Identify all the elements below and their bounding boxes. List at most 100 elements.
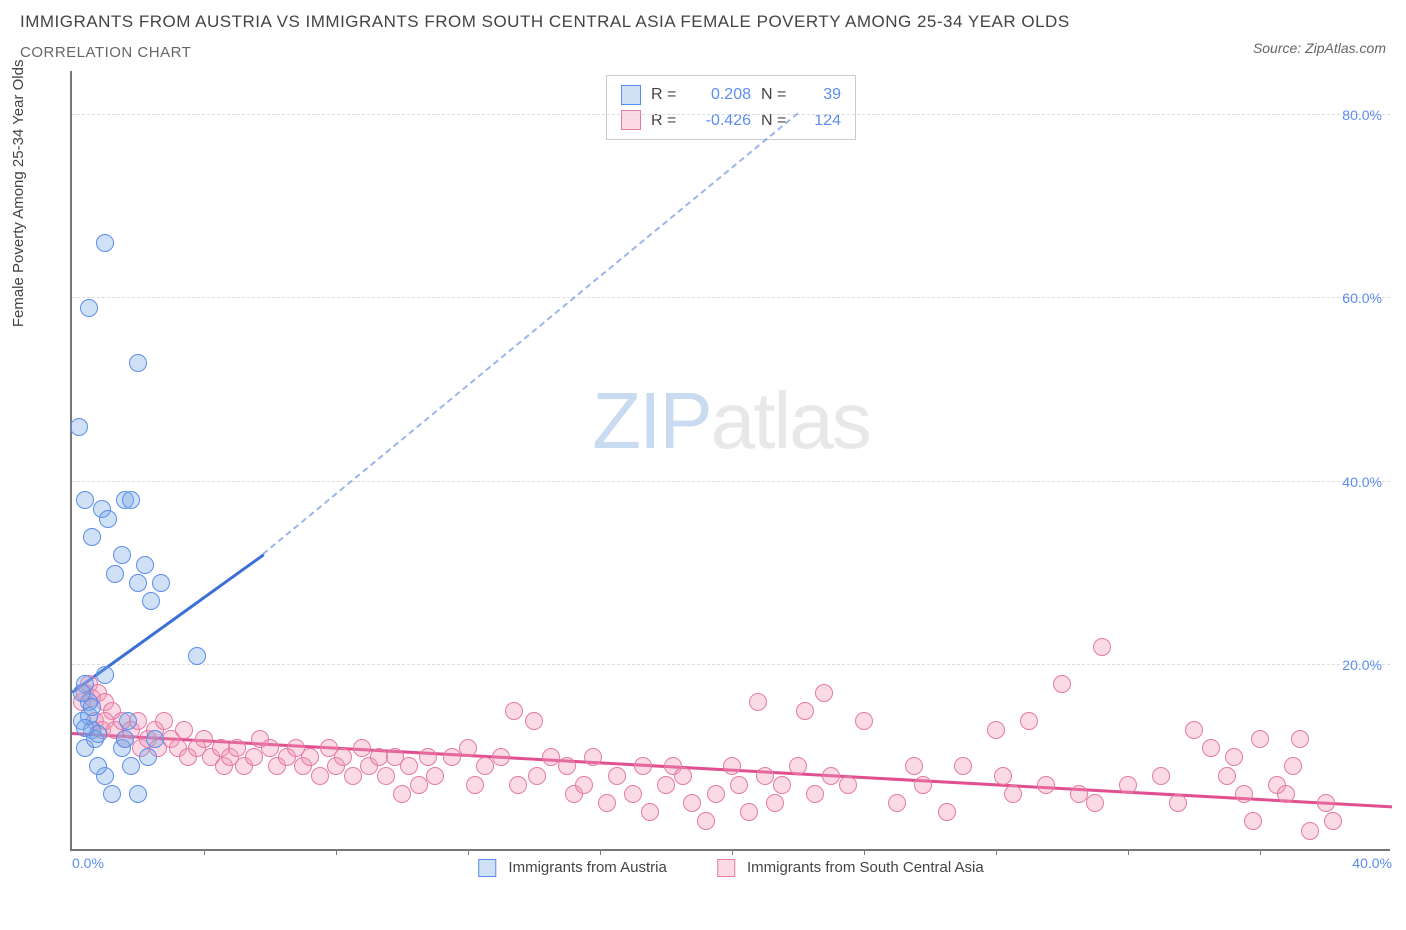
data-point [525,712,543,730]
y-tick-label: 20.0% [1342,657,1382,673]
data-point [76,719,94,737]
chart-subtitle: CORRELATION CHART [20,44,1070,61]
data-point [1185,721,1203,739]
data-point [1020,712,1038,730]
data-point [1284,757,1302,775]
data-point [155,712,173,730]
data-point [195,730,213,748]
data-point [634,757,652,775]
data-point [492,748,510,766]
data-point [749,693,767,711]
data-point [608,767,626,785]
data-point [542,748,560,766]
x-tick-mark [996,849,997,855]
data-point [624,785,642,803]
data-point [459,739,477,757]
data-point [723,757,741,775]
data-point [987,721,1005,739]
data-point [1004,785,1022,803]
data-point [400,757,418,775]
data-point [301,748,319,766]
legend-label-austria: Immigrants from Austria [508,859,666,876]
data-point [426,767,444,785]
gridline [72,481,1390,482]
data-point [509,776,527,794]
data-point [188,647,206,665]
data-point [674,767,692,785]
gridline [72,664,1390,665]
data-point [129,574,147,592]
data-point [1324,812,1342,830]
n-label: N = [761,82,791,108]
data-point [103,785,121,803]
data-point [136,556,154,574]
data-point [839,776,857,794]
data-point [1277,785,1295,803]
data-point [914,776,932,794]
n-value-austria: 39 [801,82,841,108]
data-point [73,684,91,702]
chart-area: Female Poverty Among 25-34 Year Olds ZIP… [20,71,1386,851]
data-point [122,757,140,775]
x-tick-label: 0.0% [72,855,104,871]
plot-area: ZIPatlas R = 0.208 N = 39 R = -0.426 N =… [70,71,1390,851]
data-point [129,785,147,803]
r-label: R = [651,82,681,108]
trendline-extrapolated [263,113,799,555]
data-point [113,546,131,564]
data-point [1169,794,1187,812]
data-point [806,785,824,803]
stats-row-scasia: R = -0.426 N = 124 [621,108,841,134]
data-point [142,592,160,610]
data-point [476,757,494,775]
data-point [122,491,140,509]
x-tick-mark [732,849,733,855]
data-point [766,794,784,812]
x-tick-mark [1260,849,1261,855]
x-tick-mark [204,849,205,855]
data-point [1291,730,1309,748]
data-point [855,712,873,730]
data-point [558,757,576,775]
watermark-atlas: atlas [711,376,870,465]
data-point [99,510,117,528]
watermark: ZIPatlas [592,375,869,467]
data-point [152,574,170,592]
data-point [410,776,428,794]
data-point [70,418,88,436]
data-point [1301,822,1319,840]
data-point [740,803,758,821]
data-point [139,748,157,766]
x-tick-mark [1128,849,1129,855]
data-point [334,748,352,766]
data-point [789,757,807,775]
gridline [72,114,1390,115]
legend-item-scasia: Immigrants from South Central Asia [717,859,984,877]
data-point [683,794,701,812]
data-point [146,730,164,748]
r-value-austria: 0.208 [691,82,751,108]
source-label: Source: [1253,40,1301,56]
data-point [261,739,279,757]
chart-title: IMMIGRANTS FROM AUSTRIA VS IMMIGRANTS FR… [20,12,1070,32]
watermark-zip: ZIP [592,376,710,465]
data-point [1235,785,1253,803]
data-point [129,354,147,372]
data-point [228,739,246,757]
data-point [730,776,748,794]
n-value-scasia: 124 [801,108,841,134]
data-point [905,757,923,775]
legend-swatch-austria [478,859,496,877]
y-tick-label: 60.0% [1342,290,1382,306]
correlation-stats-box: R = 0.208 N = 39 R = -0.426 N = 124 [606,75,856,140]
data-point [344,767,362,785]
data-point [815,684,833,702]
data-point [76,491,94,509]
y-tick-label: 80.0% [1342,107,1382,123]
data-point [1202,739,1220,757]
gridline [72,297,1390,298]
x-tick-mark [600,849,601,855]
data-point [370,748,388,766]
data-point [89,757,107,775]
data-point [598,794,616,812]
